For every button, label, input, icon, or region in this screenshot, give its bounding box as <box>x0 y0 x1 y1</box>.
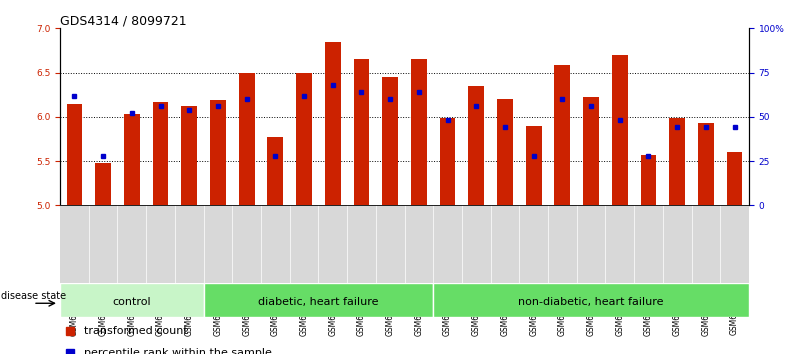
Bar <box>239 73 255 205</box>
Bar <box>181 106 197 205</box>
Bar <box>382 77 398 205</box>
Bar <box>60 283 203 317</box>
Bar <box>433 283 749 317</box>
Bar <box>268 137 284 205</box>
Text: percentile rank within the sample: percentile rank within the sample <box>84 348 272 354</box>
Text: GDS4314 / 8099721: GDS4314 / 8099721 <box>60 14 187 27</box>
Text: diabetic, heart failure: diabetic, heart failure <box>258 297 379 307</box>
Bar <box>66 103 83 205</box>
Bar <box>497 99 513 205</box>
Text: disease state: disease state <box>1 291 66 302</box>
Text: non-diabetic, heart failure: non-diabetic, heart failure <box>518 297 664 307</box>
Bar <box>641 155 656 205</box>
Bar <box>153 102 168 205</box>
Bar <box>525 126 541 205</box>
Text: control: control <box>112 297 151 307</box>
Bar <box>727 152 743 205</box>
Bar <box>411 59 427 205</box>
Bar <box>698 123 714 205</box>
Bar <box>203 283 433 317</box>
Bar <box>296 73 312 205</box>
Bar <box>95 163 111 205</box>
Bar <box>210 100 226 205</box>
Bar <box>440 118 456 205</box>
Bar <box>124 114 139 205</box>
Text: transformed count: transformed count <box>84 326 188 336</box>
Bar <box>469 86 484 205</box>
Bar <box>583 97 599 205</box>
Bar <box>353 59 369 205</box>
Bar <box>554 65 570 205</box>
Bar <box>612 55 628 205</box>
Bar <box>670 118 685 205</box>
Bar <box>325 42 340 205</box>
